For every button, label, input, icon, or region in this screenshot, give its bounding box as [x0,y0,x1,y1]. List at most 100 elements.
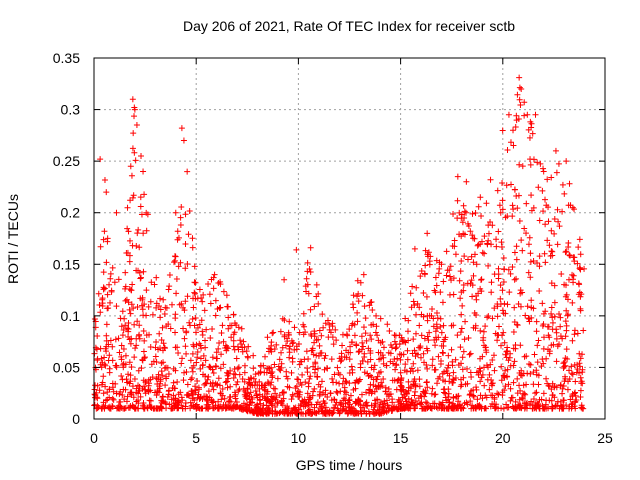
data-point [91,391,98,398]
data-point [551,282,558,289]
data-point [373,323,380,330]
data-point [521,405,528,412]
data-point [500,278,507,285]
data-point [563,158,570,165]
data-point [488,289,495,296]
data-point [147,344,154,351]
data-point [354,318,361,325]
data-point [464,220,471,227]
data-point [511,249,518,256]
data-point [151,405,158,412]
data-point [311,303,318,310]
data-point [338,350,345,357]
data-point [522,312,529,319]
data-point [293,343,300,350]
data-point [488,279,495,286]
data-point [129,96,136,103]
data-point [494,313,501,320]
data-point [573,369,580,376]
data-point [296,329,303,336]
data-point [280,390,287,397]
data-point [507,270,514,277]
data-point [459,404,466,411]
data-point [368,336,375,343]
data-point [528,398,535,405]
data-point [402,395,409,402]
data-point [362,330,369,337]
data-point [394,355,401,362]
data-point [576,281,583,288]
data-point [167,325,174,332]
data-point [173,290,180,297]
data-point [174,228,181,235]
data-point [519,247,526,254]
data-point [460,230,467,237]
data-point [555,218,562,225]
data-point [103,337,110,344]
data-point [99,303,106,310]
data-point [384,321,391,328]
data-point [569,271,576,278]
data-point [371,362,378,369]
data-point [118,323,125,330]
data-point [322,352,329,359]
data-point [498,377,505,384]
data-point [336,355,343,362]
data-point [530,396,537,403]
data-point [188,375,195,382]
data-point [199,405,206,412]
data-point [527,370,534,377]
data-point [125,228,132,235]
data-point [559,335,566,342]
data-point [227,404,234,411]
data-point [438,342,445,349]
data-point [569,393,576,400]
data-point [157,306,164,313]
data-point [307,373,314,380]
data-point [117,398,124,405]
data-point [152,353,159,360]
data-point [382,388,389,395]
data-point [435,353,442,360]
data-point [305,290,312,297]
data-point [400,391,407,398]
data-point [565,240,572,247]
data-point [349,301,356,308]
data-point [180,325,187,332]
data-point [491,271,498,278]
data-point [533,318,540,325]
data-point [566,403,573,410]
data-point [245,376,252,383]
data-point [217,365,224,372]
data-point [353,399,360,406]
data-point [367,381,374,388]
data-point [209,383,216,390]
data-point [429,362,436,369]
data-point [389,399,396,406]
data-point [448,277,455,284]
data-point [568,363,575,370]
data-point [542,259,549,266]
data-point [127,197,134,204]
data-point [148,404,155,411]
data-point [250,352,257,359]
data-point [134,230,141,237]
data-point [463,178,470,185]
data-point [298,381,305,388]
data-point [187,322,194,329]
data-point [172,253,179,260]
data-point [436,373,443,380]
data-point [470,405,477,412]
data-point [491,367,498,374]
data-point [274,399,281,406]
y-tick-label: 0 [72,411,80,427]
data-point [296,393,303,400]
data-point [241,387,248,394]
data-point [347,349,354,356]
data-point [306,396,313,403]
data-point [502,310,509,317]
data-point [548,227,555,234]
data-point [444,267,451,274]
data-point [241,344,248,351]
data-point [363,337,370,344]
